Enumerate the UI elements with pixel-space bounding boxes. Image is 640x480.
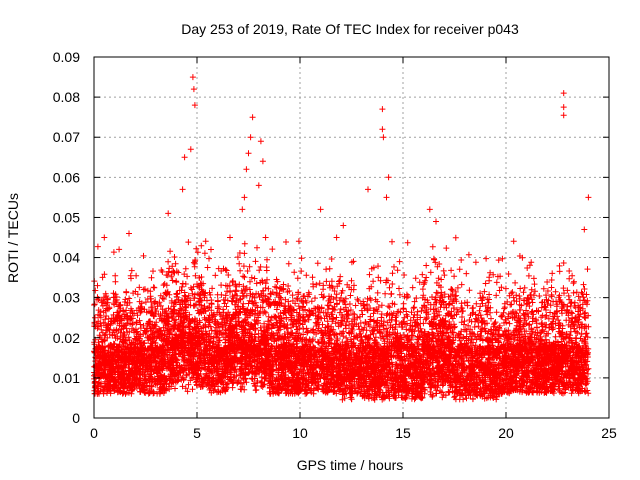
peak-point [560,104,567,111]
roti-point-cloud [91,234,592,403]
y-tick-label: 0.07 [53,129,80,145]
y-tick-label: 0.02 [53,330,80,346]
peak-point [560,112,567,119]
peak-point [165,210,172,217]
x-tick-label: 5 [193,425,201,441]
data-points [91,234,592,403]
peak-point [101,234,108,241]
y-tick-label: 0.04 [53,250,80,266]
peak-point [385,174,392,181]
peak-point [379,126,386,133]
y-tick-label: 0.09 [53,49,80,65]
x-tick-label: 0 [90,425,98,441]
x-tick-label: 20 [498,425,514,441]
peak-point [249,114,256,121]
peak-point [340,222,347,229]
peak-point [247,134,254,141]
y-axis-ticks: 0 0.01 0.02 0.03 0.04 0.05 0.06 0.07 0.08 0.09 [53,49,609,426]
peak-point [126,230,132,237]
peak-point [433,218,439,225]
peak-point [190,86,197,93]
y-tick-label: 0.01 [53,370,80,386]
y-tick-label: 0.05 [53,209,80,225]
peak-point [560,90,567,97]
x-axis-ticks: 0 5 10 15 20 25 [90,57,617,441]
x-tick-label: 10 [292,425,308,441]
peak-point [255,182,262,189]
plot-frame [93,56,610,419]
y-tick-label: 0.08 [53,89,80,105]
peak-point [241,194,248,201]
x-tick-label: 25 [601,425,617,441]
peak-point [383,194,390,201]
peak-point [191,102,198,109]
y-tick-label: 0.06 [53,169,80,185]
x-axis-label: GPS time / hours [297,457,404,473]
y-tick-label: 0 [72,410,80,426]
y-tick-label: 0.03 [53,290,80,306]
peak-point [380,134,387,141]
x-tick-label: 15 [395,425,411,441]
peak-point [179,186,186,193]
peak-point [257,138,264,145]
peak-point [365,186,371,193]
chart-title: Day 253 of 2019, Rate Of TEC Index for r… [181,21,519,37]
peak-point [426,206,433,213]
peak-point [379,106,386,113]
peak-point [181,154,188,161]
peak-points [101,74,592,241]
peak-point [187,146,194,153]
peak-point [189,74,196,81]
y-axis-label: ROTI / TECUs [5,193,21,283]
peak-point [245,150,252,157]
peak-point [259,158,266,165]
axes [93,56,610,419]
peak-point [239,206,246,213]
peak-point [317,206,324,213]
peak-point [585,194,592,201]
peak-point [581,226,588,233]
peak-point [243,166,250,173]
